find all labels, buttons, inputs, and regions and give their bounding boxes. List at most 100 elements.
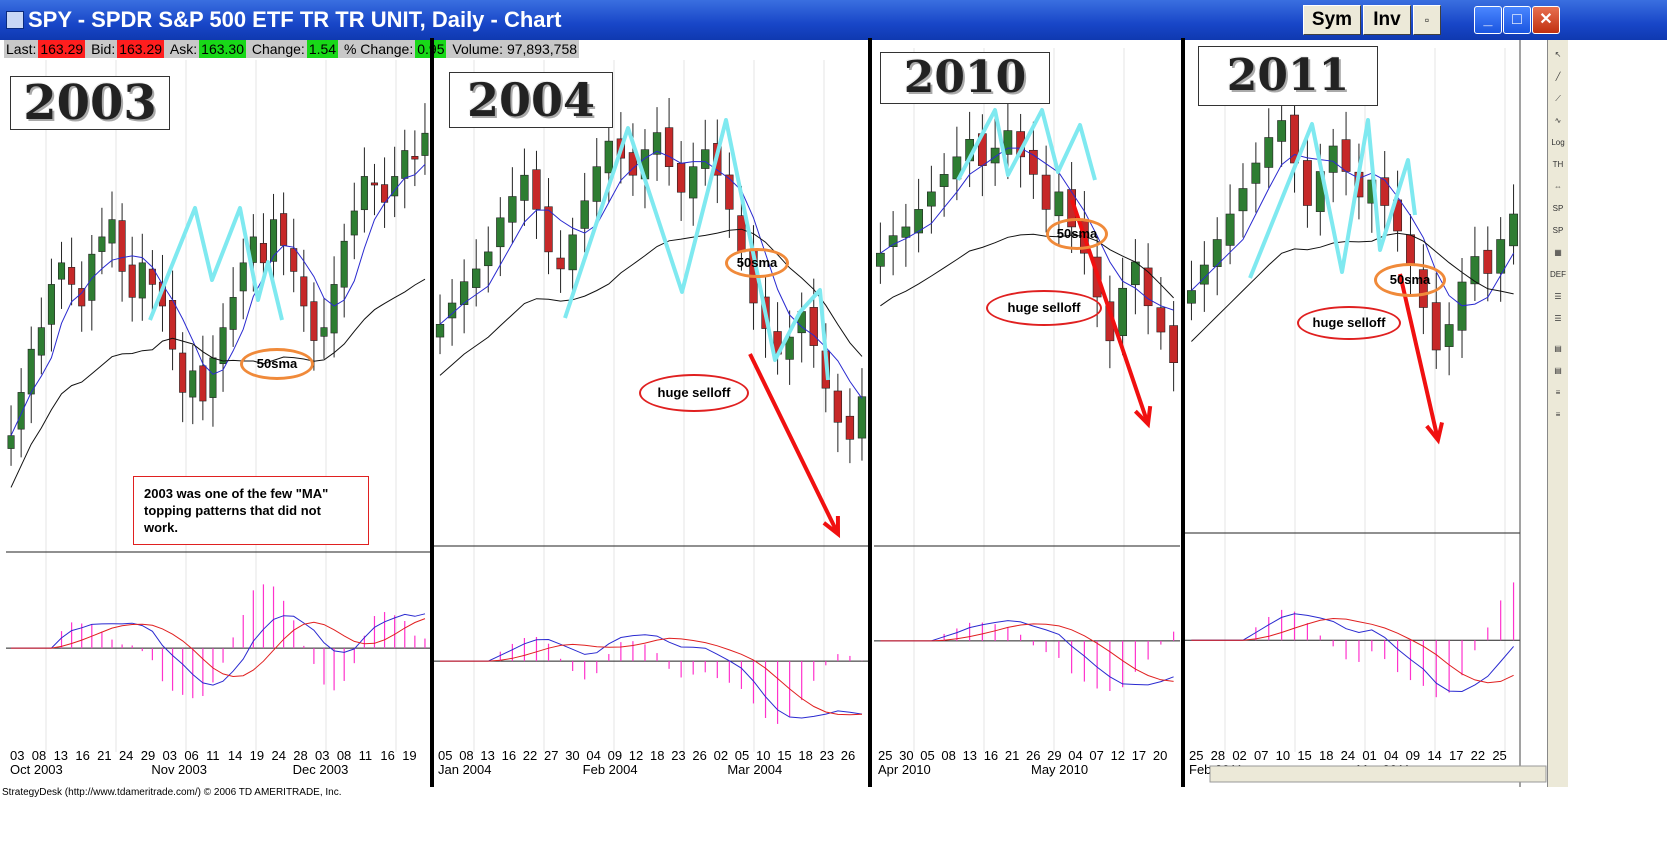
title-bar: SPY - SPDR S&P 500 ETF TR TR UNIT, Daily…	[0, 0, 1667, 40]
list-tool-icon[interactable]: ☰	[1554, 292, 1562, 301]
def-tool-icon[interactable]: DEF	[1550, 270, 1566, 279]
candle-body	[809, 307, 818, 346]
x-tick-label: 13	[963, 748, 977, 763]
candle-body	[1238, 188, 1248, 212]
x-tick-label: 07	[1254, 748, 1268, 763]
last-value: 163.29	[38, 40, 86, 58]
candle-body	[520, 174, 529, 201]
selloff-annotation: huge selloff	[986, 290, 1102, 326]
x-tick-label: 03	[163, 748, 177, 763]
candle-body	[360, 176, 368, 211]
x-tick-label: 10	[1276, 748, 1290, 763]
candle-body	[27, 348, 35, 395]
status-bar: StrategyDesk (http://www.tdameritrade.co…	[0, 787, 1667, 849]
pct-change-label: % Change:	[343, 41, 414, 57]
x-tick-label: 24	[271, 748, 285, 763]
wave-tool-icon[interactable]: ∿	[1554, 116, 1562, 125]
x-tick-label: 29	[1047, 748, 1061, 763]
candle-body	[17, 392, 25, 430]
candle-body	[845, 415, 855, 440]
candle-body	[1277, 120, 1287, 142]
x-tick-label: 13	[480, 748, 494, 763]
candle-body	[737, 215, 746, 253]
line-tool-icon[interactable]: ╱	[1555, 72, 1561, 81]
x-tick-label: 17	[1449, 748, 1463, 763]
x-tick-label: 16	[75, 748, 89, 763]
selloff-annotation: huge selloff	[1297, 306, 1401, 340]
fast-sma-line	[880, 147, 1174, 311]
ma-pattern-line	[956, 108, 1097, 181]
x-tick-label: 23	[820, 748, 834, 763]
candle-body	[320, 327, 328, 337]
selloff-arrow	[1398, 273, 1440, 441]
x-tick-label: 04	[586, 748, 600, 763]
candle-body	[1054, 191, 1064, 217]
red-tool-icon[interactable]: ▤	[1554, 344, 1562, 353]
sp2-tool-icon[interactable]: SP	[1552, 226, 1564, 235]
bid-value: 163.29	[117, 40, 165, 58]
x-tick-label: 22	[1471, 748, 1485, 763]
candle-body	[1199, 264, 1209, 285]
x-tick-label: 28	[293, 748, 307, 763]
align-tool-icon[interactable]: ≡	[1555, 388, 1561, 397]
th-tool-icon[interactable]: TH	[1552, 160, 1564, 169]
x-tick-label: 26	[692, 748, 706, 763]
x-tick-label: 11	[359, 748, 373, 763]
ma-pattern-line	[1248, 118, 1417, 279]
candle-body	[381, 184, 389, 203]
x-tick-label: 28	[1211, 748, 1225, 763]
x-tick-label: 24	[119, 748, 133, 763]
sym-button[interactable]: Sym	[1303, 5, 1361, 35]
selloff-annotation: huge selloff	[639, 374, 749, 412]
month-label: Mar 2004	[727, 762, 782, 777]
candle-body	[1264, 137, 1274, 168]
log-tool-icon[interactable]: Log	[1551, 138, 1565, 147]
candle-body	[484, 251, 493, 267]
align2-tool-icon[interactable]: ≡	[1555, 410, 1561, 419]
minimize-button[interactable]: _	[1474, 6, 1502, 34]
slow-sma-line	[880, 233, 1174, 307]
month-label: Nov 2003	[151, 762, 207, 777]
candle-body	[350, 210, 358, 236]
x-tick-label: 04	[1384, 748, 1398, 763]
candle-body	[138, 262, 146, 299]
candle-body	[901, 226, 911, 238]
candle-body	[1251, 162, 1261, 184]
macd-line	[440, 634, 863, 719]
candle-body	[1130, 261, 1140, 286]
close-button[interactable]: ✕	[1532, 6, 1560, 34]
x-tick-label: 16	[380, 748, 394, 763]
candle-body	[1328, 145, 1338, 173]
x-tick-label: 15	[777, 748, 791, 763]
price-axis	[1520, 40, 1547, 790]
candle-body	[1187, 290, 1196, 304]
detach-icon[interactable]: ▫	[1413, 5, 1441, 35]
grid-tool-icon[interactable]: ▦	[1554, 248, 1562, 257]
candle-body	[857, 396, 867, 439]
candle-body	[926, 191, 936, 207]
list2-tool-icon[interactable]: ☰	[1554, 314, 1562, 323]
candle-body	[544, 206, 553, 253]
window-title: SPY - SPDR S&P 500 ETF TR TR UNIT, Daily…	[28, 7, 562, 32]
sma-annotation: 50sma	[1046, 218, 1108, 250]
arrows-tool-icon[interactable]: ⇔	[1554, 182, 1562, 191]
candle-body	[556, 257, 565, 270]
signal-line	[1191, 617, 1514, 684]
x-tick-label: 16	[984, 748, 998, 763]
candle-body	[580, 200, 589, 229]
candle-body	[508, 196, 517, 223]
x-tick-label: 09	[608, 748, 622, 763]
x-tick-label: 08	[459, 748, 473, 763]
candle-body	[229, 297, 237, 330]
red2-tool-icon[interactable]: ▤	[1554, 366, 1562, 375]
x-tick-label: 11	[206, 748, 220, 763]
cursor-tool-icon[interactable]: ↖	[1554, 50, 1562, 59]
x-tick-label: 19	[250, 748, 264, 763]
sp-tool-icon[interactable]: SP	[1552, 204, 1564, 213]
inv-button[interactable]: Inv	[1363, 5, 1411, 35]
candle-body	[340, 240, 348, 288]
trend-tool-icon[interactable]: ⟋	[1555, 94, 1561, 103]
year-label-2004: 2004	[449, 72, 613, 128]
x-tick-label: 23	[671, 748, 685, 763]
maximize-button[interactable]: □	[1503, 6, 1531, 34]
